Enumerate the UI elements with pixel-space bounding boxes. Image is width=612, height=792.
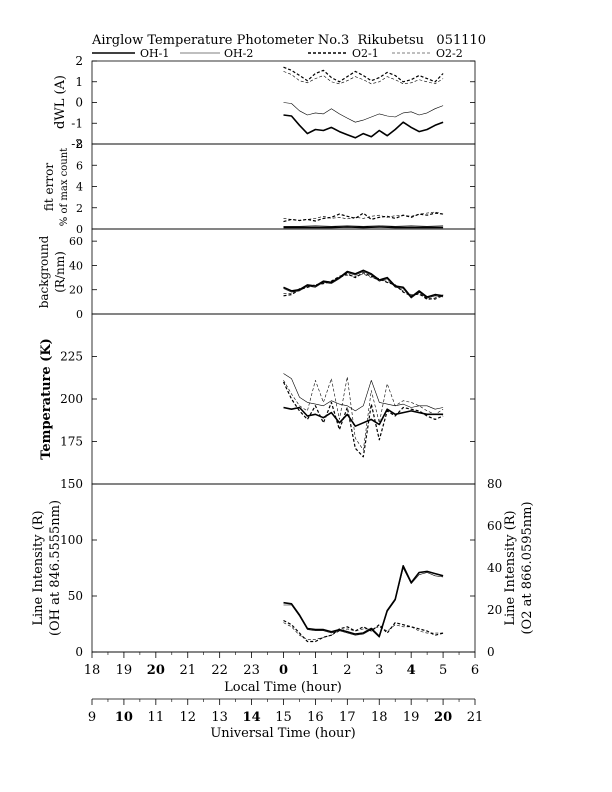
universal-time-tick-label-11: 11 <box>148 710 165 725</box>
intensity-ytick-label-100: 100 <box>60 533 83 547</box>
local-time-tick-label-1: 1 <box>311 663 319 678</box>
dwl-ytick-label-0: 0 <box>75 96 83 110</box>
universal-time-tick-label-10: 10 <box>115 710 133 725</box>
ylabel2-background: (R/nm) <box>53 251 67 293</box>
panel-y-ticks: -2-1012024680204060175200225050100150020… <box>60 54 502 659</box>
background-series-o22 <box>283 273 444 300</box>
local-time-tick-label-6: 6 <box>471 663 479 678</box>
local-time-tick-label-3: 3 <box>375 663 383 678</box>
fiterr-series-oh1 <box>283 226 444 229</box>
dwl-ytick-label--1: -1 <box>71 116 83 130</box>
universal-time-tick-label-13: 13 <box>211 710 228 725</box>
legend-label-o21: O2-1 <box>352 47 379 60</box>
local-time-tick-label-5: 5 <box>439 663 447 678</box>
intensity-y2tick-label-80: 80 <box>487 477 502 491</box>
legend: OH-1 OH-2 O2-1 O2-2 <box>92 47 463 60</box>
intensity-y2tick-label-0: 0 <box>487 645 495 659</box>
panel-fiterr-frame <box>91 143 476 230</box>
temperature-ytick-label-175: 175 <box>60 435 83 449</box>
local-time-tick-label-23: 23 <box>243 663 260 678</box>
intensity-series-oh2 <box>283 567 444 638</box>
universal-time-tick-label-20: 20 <box>434 710 452 725</box>
temperature-series-o21 <box>282 381 444 458</box>
universal-time-tick-label-21: 21 <box>467 710 484 725</box>
temperature-ytick-label-225: 225 <box>60 350 83 364</box>
intensity-series-o21 <box>283 619 444 643</box>
ylabel-background: background <box>37 235 51 308</box>
fiterr-series-o22 <box>283 211 444 221</box>
xlabel-local: Local Time (hour) <box>224 680 342 695</box>
ylabel2-intensity: (OH at 846.5555nm) <box>48 500 63 636</box>
ylabel2-fiterr: % of max count <box>59 148 70 226</box>
fiterr-ytick-label-4: 4 <box>76 181 83 194</box>
legend-label-oh2: OH-2 <box>224 47 253 60</box>
intensity-series-oh1 <box>283 564 444 638</box>
dwl-ytick-label-1: 1 <box>75 75 83 89</box>
panel-background-frame <box>91 228 476 315</box>
local-time-tick-label-21: 21 <box>179 663 196 678</box>
panel-intensity-frame <box>91 483 476 653</box>
ylabel-temperature: Temperature (K) <box>39 338 54 460</box>
dwl-series-o22 <box>283 71 444 85</box>
universal-time-tick-label-17: 17 <box>339 710 356 725</box>
series-layer <box>282 66 444 643</box>
fiterr-ytick-label-8: 8 <box>76 138 83 151</box>
temperature-series-o22 <box>283 376 444 451</box>
dwl-ytick-label-2: 2 <box>75 54 83 68</box>
fiterr-series-oh2 <box>283 225 444 227</box>
local-time-tick-label-4: 4 <box>407 663 416 678</box>
legend-label-oh1: OH-1 <box>140 47 169 60</box>
background-ytick-label-40: 40 <box>69 259 83 272</box>
intensity-y2tick-label-40: 40 <box>487 561 502 575</box>
fiterr-ytick-label-0: 0 <box>76 223 83 236</box>
xlabel-universal: Universal Time (hour) <box>210 726 355 741</box>
ylabel-dwl: dWL (A) <box>53 75 68 129</box>
y2label2-intensity: (O2 at 866.0595nm) <box>520 501 535 634</box>
intensity-series-o22 <box>283 622 444 640</box>
background-ytick-label-60: 60 <box>69 235 83 248</box>
background-ytick-label-20: 20 <box>69 284 83 297</box>
background-ytick-label-0: 0 <box>76 308 83 321</box>
background-series-o21 <box>283 272 444 300</box>
dwl-series-oh2 <box>283 102 444 123</box>
local-time-tick-label-0: 0 <box>279 663 288 678</box>
universal-time-tick-label-19: 19 <box>403 710 420 725</box>
local-time-tick-label-19: 19 <box>116 663 133 678</box>
intensity-y2tick-label-60: 60 <box>487 519 502 533</box>
intensity-ytick-label-50: 50 <box>68 589 83 603</box>
intensity-ytick-label-0: 0 <box>75 645 83 659</box>
temperature-ytick-label-200: 200 <box>60 392 83 406</box>
universal-time-tick-label-14: 14 <box>243 710 261 725</box>
universal-time-tick-label-18: 18 <box>371 710 388 725</box>
intensity-ytick-label-150: 150 <box>60 477 83 491</box>
panel-temperature-frame <box>91 313 476 485</box>
fiterr-series-o21 <box>283 212 444 223</box>
local-time-tick-label-22: 22 <box>211 663 228 678</box>
local-time-axis: 18 19 20 21 22 23 0 1 2 3 4 5 6 <box>84 652 479 678</box>
dwl-series-o21 <box>283 66 444 83</box>
dwl-series-oh1 <box>283 114 444 139</box>
universal-time-tick-label-16: 16 <box>307 710 324 725</box>
local-time-tick-label-20: 20 <box>147 663 165 678</box>
local-time-tick-label-18: 18 <box>84 663 101 678</box>
temperature-series-oh1 <box>283 406 444 428</box>
local-time-tick-label-2: 2 <box>343 663 351 678</box>
legend-label-o22: O2-2 <box>436 47 463 60</box>
temperature-series-oh2 <box>283 373 444 412</box>
universal-time-tick-label-15: 15 <box>275 710 292 725</box>
figure-title: Airglow Temperature Photometer No.3 Riku… <box>91 33 486 48</box>
universal-time-axis: 9 10 11 12 13 14 15 16 17 18 19 20 21 <box>88 699 483 725</box>
fiterr-ytick-label-2: 2 <box>76 202 83 215</box>
intensity-y2tick-label-20: 20 <box>487 603 502 617</box>
dwl-ytick-label--2: -2 <box>71 137 83 151</box>
universal-time-tick-label-9: 9 <box>88 710 96 725</box>
ylabel-intensity: Line Intensity (R) <box>31 510 46 625</box>
fiterr-ytick-label-6: 6 <box>76 159 83 172</box>
universal-time-tick-label-12: 12 <box>179 710 196 725</box>
y2label-intensity: Line Intensity (R) <box>503 510 518 625</box>
background-series-oh1 <box>283 269 444 298</box>
ylabel-fiterr: fit error <box>42 163 56 211</box>
